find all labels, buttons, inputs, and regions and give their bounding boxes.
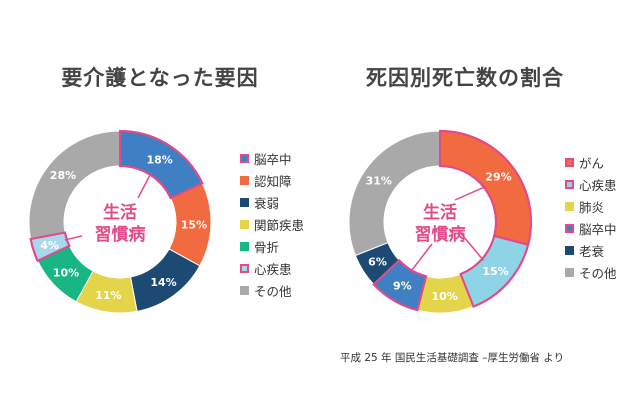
source-note: 平成 25 年 国民生活基礎調査 –厚生労働省 より — [340, 352, 565, 364]
legend-label: 老衰 — [579, 243, 605, 259]
legend-right: がん心疾患肺炎脳卒中老衰その他 — [565, 151, 617, 283]
connector-脳卒中 — [137, 172, 152, 199]
legend-label: がん — [579, 155, 605, 171]
value-label-その他: 31% — [366, 174, 392, 187]
value-label-認知障: 15% — [181, 218, 207, 231]
value-label-脳卒中: 18% — [146, 154, 172, 167]
value-label-心疾患: 4% — [40, 239, 59, 252]
legend-item: その他 — [565, 261, 617, 283]
legend-left: 脳卒中認知障衰弱関節疾患骨折心疾患その他 — [240, 147, 304, 301]
center-label-line-0: 生活 — [103, 202, 137, 223]
legend-label: 心疾患 — [579, 177, 617, 193]
center-label-line-1: 習慣病 — [415, 224, 466, 245]
legend-swatch — [565, 245, 574, 255]
legend-swatch — [240, 153, 249, 163]
legend-label: 心疾患 — [254, 261, 292, 277]
legend-swatch — [240, 219, 249, 229]
slice-outline-心疾患 — [459, 234, 530, 308]
legend-label: その他 — [254, 283, 292, 299]
connector-がん — [454, 185, 487, 201]
legend-swatch — [240, 263, 249, 273]
legend-item: その他 — [240, 279, 304, 301]
slice-その他 — [28, 130, 121, 240]
legend-label: 脳卒中 — [254, 151, 292, 167]
center-label-line-0: 生活 — [423, 202, 457, 223]
legend-item: 関節疾患 — [240, 213, 304, 235]
value-label-がん: 29% — [485, 171, 511, 184]
legend-item: 脳卒中 — [565, 217, 617, 239]
legend-label: 肺炎 — [579, 199, 605, 215]
slice-その他 — [348, 130, 441, 257]
chart-title-left: 要介護となった要因 — [61, 66, 259, 90]
legend-label: 衰弱 — [254, 195, 280, 211]
value-label-骨折: 10% — [53, 267, 79, 280]
connector-心疾患 — [457, 229, 485, 261]
legend-label: その他 — [579, 265, 617, 281]
legend-item: 肺炎 — [565, 195, 617, 217]
legend-swatch — [565, 223, 574, 233]
value-label-肺炎: 10% — [431, 290, 457, 303]
legend-item: 心疾患 — [240, 257, 304, 279]
legend-swatch — [565, 267, 574, 277]
legend-label: 脳卒中 — [579, 221, 617, 237]
legend-label: 認知障 — [254, 173, 292, 189]
legend-swatch — [565, 157, 574, 167]
center-label-line-1: 習慣病 — [95, 224, 146, 245]
chart-title-right: 死因別死亡数の割合 — [366, 66, 564, 90]
value-label-心疾患: 15% — [482, 265, 508, 278]
legend-swatch — [565, 201, 574, 211]
legend-item: 脳卒中 — [240, 147, 304, 169]
connector-脳卒中 — [409, 243, 433, 273]
slice-outline-脳卒中 — [372, 258, 428, 312]
legend-item: 老衰 — [565, 239, 617, 261]
legend-label: 骨折 — [254, 239, 280, 255]
slice-outline-心疾患 — [29, 231, 71, 263]
legend-swatch — [240, 285, 249, 295]
value-label-老衰: 6% — [368, 256, 387, 269]
legend-item: がん — [565, 151, 617, 173]
legend-item: 認知障 — [240, 169, 304, 191]
legend-swatch — [565, 179, 574, 189]
legend-label: 関節疾患 — [254, 217, 305, 233]
legend-item: 心疾患 — [565, 173, 617, 195]
slice-outline-脳卒中 — [119, 129, 204, 200]
legend-swatch — [240, 175, 249, 185]
value-label-衰弱: 14% — [150, 276, 176, 289]
value-label-関節疾患: 11% — [95, 289, 121, 302]
legend-item: 衰弱 — [240, 191, 304, 213]
value-label-その他: 28% — [50, 169, 76, 182]
connector-心疾患 — [64, 235, 83, 241]
value-label-脳卒中: 9% — [393, 280, 412, 293]
legend-item: 骨折 — [240, 235, 304, 257]
legend-swatch — [240, 241, 249, 251]
legend-swatch — [240, 197, 249, 207]
